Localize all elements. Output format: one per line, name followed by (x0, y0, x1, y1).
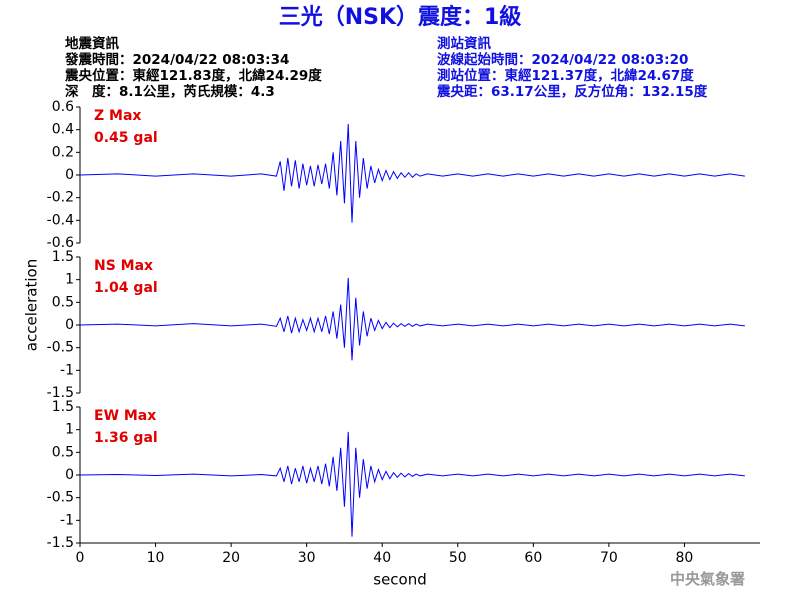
info-text: 測站位置：東經121.37度，北緯24.67度 (437, 67, 694, 84)
x-tick-label: 50 (449, 550, 467, 566)
waveform (79, 123, 745, 223)
annotation: EW Max (94, 408, 156, 424)
y-tick-label: -0.2 (47, 190, 74, 206)
y-axis-label: acceleration (23, 259, 41, 351)
info-text: 地震資訊 (65, 35, 119, 52)
y-tick-label: -1 (60, 512, 74, 528)
x-tick-label: 20 (222, 550, 240, 566)
y-tick-label: 0.5 (52, 444, 74, 460)
x-tick-label: 0 (76, 550, 85, 566)
annotation: NS Max (94, 258, 153, 274)
info-text: 震央距：63.17公里，反方位角：132.15度 (436, 83, 708, 100)
x-tick-label: 60 (524, 550, 542, 566)
waveform (79, 277, 745, 361)
y-tick-label: -0.4 (47, 212, 74, 228)
y-tick-label: -0.5 (47, 490, 74, 506)
info-text: 波線起始時間：2024/04/22 08:03:20 (437, 51, 688, 68)
annotation: 1.04 gal (94, 280, 158, 296)
y-tick-label: -1.5 (47, 535, 74, 551)
annotation: 0.45 gal (94, 130, 158, 146)
y-tick-label: 1.5 (52, 249, 74, 265)
x-tick-label: 80 (676, 550, 694, 566)
y-tick-label: -1.5 (47, 385, 74, 401)
y-tick-label: 0 (65, 167, 74, 183)
y-tick-label: 1 (65, 272, 74, 288)
info-text: 震央位置：東經121.83度，北緯24.29度 (64, 67, 322, 84)
info-text: 發震時間：2024/04/22 08:03:34 (64, 51, 289, 68)
annotation: Z Max (94, 108, 141, 124)
y-tick-label: -1 (60, 362, 74, 378)
footer: 中央氣象署 (670, 570, 745, 588)
x-tick-label: 10 (147, 550, 165, 566)
y-tick-label: 1 (65, 422, 74, 438)
y-tick-label: -0.5 (47, 340, 74, 356)
x-axis-label: second (373, 571, 427, 589)
x-tick-label: 40 (373, 550, 391, 566)
info-text: 測站資訊 (437, 35, 491, 52)
y-tick-label: 0.6 (52, 99, 74, 115)
y-tick-label: 0.4 (52, 122, 74, 138)
x-tick-label: 70 (600, 550, 618, 566)
chart-title: 三光（NSK）震度：1級 (279, 4, 522, 30)
y-tick-label: 0.2 (52, 144, 74, 160)
y-tick-label: 0 (65, 467, 74, 483)
y-tick-label: 1.5 (52, 399, 74, 415)
x-tick-label: 30 (298, 550, 316, 566)
annotation: 1.36 gal (94, 430, 158, 446)
y-tick-label: -0.6 (47, 235, 74, 251)
waveform (79, 431, 745, 537)
y-tick-label: 0.5 (52, 294, 74, 310)
info-text: 深 度：8.1公里，芮氏規模：4.3 (65, 83, 275, 100)
y-tick-label: 0 (65, 317, 74, 333)
